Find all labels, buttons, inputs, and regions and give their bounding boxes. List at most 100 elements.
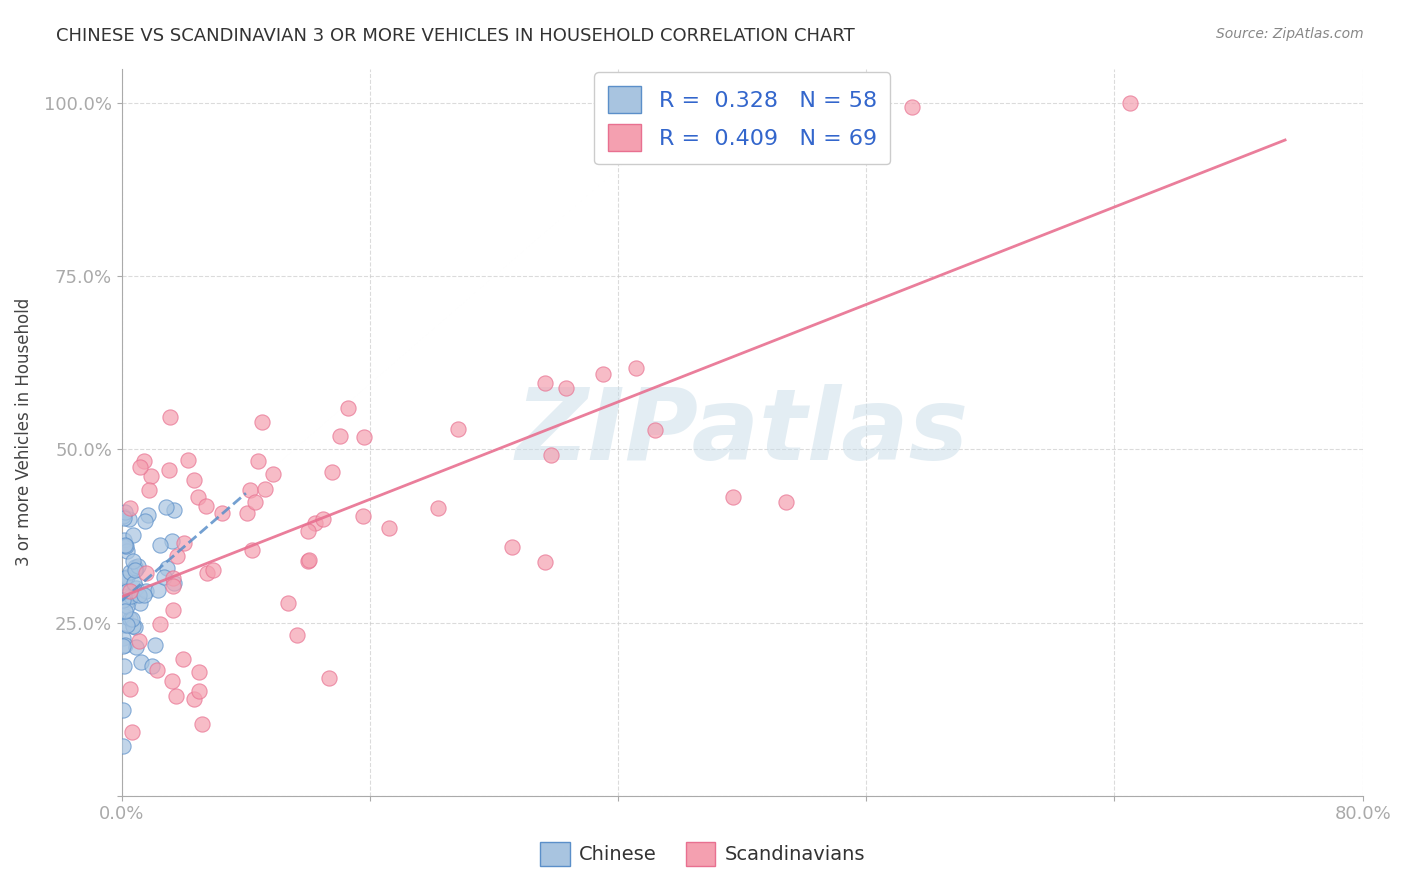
Chinese	[122, 576, 145, 591]
Scandinavians	[138, 483, 160, 498]
Scandinavians	[239, 483, 262, 497]
Scandinavians	[721, 491, 744, 505]
Scandinavians	[173, 535, 195, 549]
Scandinavians	[139, 469, 162, 483]
Chinese	[117, 618, 139, 632]
Chinese	[163, 502, 186, 516]
Scandinavians	[624, 361, 647, 376]
Chinese	[114, 604, 136, 618]
Scandinavians	[159, 409, 181, 424]
Scandinavians	[195, 566, 218, 580]
Scandinavians	[183, 691, 205, 706]
Chinese	[156, 561, 179, 575]
Chinese	[122, 528, 145, 542]
Scandinavians	[775, 494, 797, 508]
Chinese	[134, 514, 156, 528]
Chinese	[111, 574, 134, 589]
Scandinavians	[262, 467, 284, 481]
Scandinavians	[162, 579, 184, 593]
Scandinavians	[177, 452, 200, 467]
Scandinavians	[285, 628, 308, 642]
Scandinavians	[540, 448, 562, 462]
Scandinavians	[172, 652, 194, 666]
Text: Source: ZipAtlas.com: Source: ZipAtlas.com	[1216, 27, 1364, 41]
Chinese	[121, 554, 143, 568]
Chinese	[118, 593, 141, 607]
Chinese	[152, 570, 174, 584]
Chinese	[120, 612, 142, 626]
Scandinavians	[146, 663, 169, 677]
Chinese	[115, 539, 138, 553]
Scandinavians	[201, 563, 224, 577]
Chinese	[124, 561, 146, 575]
Scandinavians	[592, 368, 614, 382]
Scandinavians	[162, 673, 184, 688]
Chinese	[112, 703, 135, 717]
Chinese	[114, 539, 136, 553]
Chinese	[127, 558, 149, 573]
Chinese	[125, 581, 148, 595]
Chinese	[155, 500, 177, 514]
Scandinavians	[187, 491, 209, 505]
Chinese	[112, 658, 135, 673]
Chinese	[141, 659, 163, 673]
Scandinavians	[246, 453, 269, 467]
Scandinavians	[183, 473, 205, 487]
Scandinavians	[134, 454, 156, 468]
Chinese	[115, 599, 138, 614]
Chinese	[138, 508, 160, 522]
Scandinavians	[165, 689, 187, 703]
Chinese	[112, 617, 135, 632]
Scandinavians	[162, 571, 184, 585]
Scandinavians	[240, 543, 263, 558]
Chinese	[114, 638, 136, 652]
Text: CHINESE VS SCANDINAVIAN 3 OR MORE VEHICLES IN HOUSEHOLD CORRELATION CHART: CHINESE VS SCANDINAVIAN 3 OR MORE VEHICL…	[56, 27, 855, 45]
Chinese	[111, 508, 134, 523]
Scandinavians	[162, 603, 184, 617]
Scandinavians	[297, 524, 319, 538]
Chinese	[163, 575, 186, 590]
Scandinavians	[353, 430, 375, 444]
Chinese	[111, 639, 134, 653]
Chinese	[121, 618, 143, 632]
Scandinavians	[311, 511, 333, 525]
Scandinavians	[188, 665, 211, 680]
Scandinavians	[377, 521, 399, 535]
Chinese	[112, 533, 135, 548]
Scandinavians	[321, 465, 343, 479]
Chinese	[114, 538, 136, 552]
Scandinavians	[129, 460, 152, 475]
Scandinavians	[900, 100, 922, 114]
Scandinavians	[166, 549, 188, 564]
Chinese	[114, 571, 136, 585]
Chinese	[128, 588, 150, 602]
Scandinavians	[211, 506, 233, 520]
Scandinavians	[157, 463, 180, 477]
Chinese	[120, 589, 142, 603]
Scandinavians	[644, 423, 666, 437]
Scandinavians	[250, 415, 273, 429]
Chinese	[149, 538, 172, 552]
Chinese	[132, 588, 155, 602]
Chinese	[131, 655, 153, 669]
Scandinavians	[534, 376, 557, 390]
Chinese	[112, 510, 135, 524]
Chinese	[121, 612, 143, 626]
Chinese	[120, 566, 142, 580]
Legend: Chinese, Scandinavians: Chinese, Scandinavians	[533, 834, 873, 873]
Chinese	[124, 619, 146, 633]
Scandinavians	[149, 616, 172, 631]
Chinese	[114, 505, 136, 519]
Scandinavians	[534, 555, 557, 569]
Scandinavians	[427, 500, 450, 515]
Scandinavians	[1119, 96, 1142, 111]
Chinese	[115, 544, 138, 558]
Chinese	[135, 583, 157, 598]
Scandinavians	[501, 540, 523, 554]
Chinese	[160, 533, 183, 548]
Y-axis label: 3 or more Vehicles in Household: 3 or more Vehicles in Household	[15, 298, 32, 566]
Scandinavians	[191, 717, 214, 731]
Scandinavians	[245, 495, 267, 509]
Scandinavians	[118, 501, 141, 516]
Chinese	[125, 640, 148, 655]
